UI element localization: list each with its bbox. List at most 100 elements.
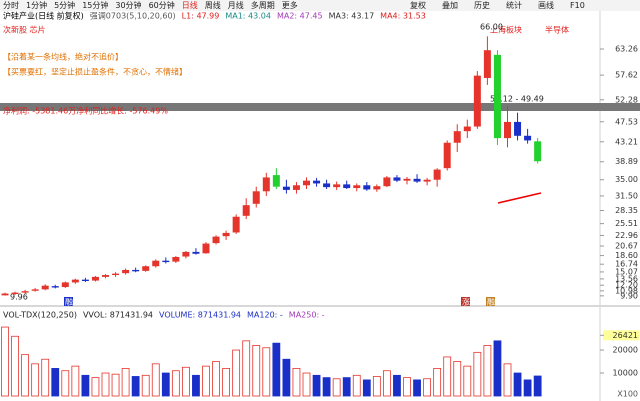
y-tick-label: 52.28 (615, 95, 638, 104)
candle-body (192, 251, 200, 254)
volume-bar (131, 376, 140, 397)
tab[interactable]: 30分钟 (115, 0, 141, 10)
y-tick-label: 47.53 (615, 117, 638, 126)
y-tick-label: 9.90 (620, 291, 638, 300)
y-tick-label: 25.51 (615, 219, 638, 228)
volume-bar (433, 368, 442, 397)
toolbar-button[interactable]: 画线 (538, 0, 554, 10)
low-label: 9.96 (10, 293, 28, 302)
tab[interactable]: 1分钟 (26, 0, 47, 10)
volume-bar (533, 375, 542, 397)
toolbar-button[interactable]: F10 (570, 1, 585, 10)
y-tick-label: 18.60 (615, 251, 638, 260)
candle-body (112, 273, 120, 276)
candle-body (423, 179, 431, 182)
tab[interactable]: 多周期 (251, 0, 275, 10)
candle-body (534, 141, 542, 162)
volume-bar (493, 340, 502, 397)
volume-bar (1, 326, 9, 397)
candle-body (71, 279, 79, 283)
y-tick-label: 26421 (613, 331, 638, 340)
candle-body (333, 184, 341, 188)
y-tick-label: 57.62 (615, 71, 638, 80)
volume-bar (232, 349, 241, 397)
y-tick-label: 43.21 (615, 137, 638, 146)
volume-bar (71, 365, 80, 397)
toolbar-button[interactable]: 历史 (474, 0, 490, 10)
candle-body (81, 279, 89, 282)
badge (64, 297, 73, 306)
volume-bar (282, 358, 291, 397)
volume-bar (312, 374, 321, 397)
volume-bar (503, 363, 512, 397)
y-tick-label: 63.26 (615, 45, 638, 54)
candle-body (142, 266, 150, 271)
candle-body (363, 185, 371, 190)
tab[interactable]: 15分钟 (82, 0, 108, 10)
y-tick-label: 12.20 (615, 281, 638, 290)
volume-bar (513, 372, 522, 397)
volume-bar (413, 379, 421, 397)
candle-body (343, 184, 351, 189)
profit-annotation: 净利润: -5381.46万净利同比增长: -576.49% (3, 106, 168, 116)
volume-bar (523, 379, 532, 397)
candle-body (21, 291, 29, 293)
unit-label: X100 (617, 390, 638, 399)
tab[interactable]: 5分钟 (54, 0, 75, 10)
tick-highlight (603, 330, 639, 341)
y-tick-label: 31.50 (615, 191, 638, 200)
volume-bar (222, 368, 231, 397)
candle-body (323, 183, 331, 188)
badge (461, 297, 470, 306)
candle-body (252, 191, 260, 204)
candle-body (172, 256, 180, 262)
toolbar-button[interactable]: 统计 (506, 0, 522, 10)
tab[interactable]: 周线 (205, 0, 221, 10)
header-item: MA2: 47.45 (277, 12, 323, 21)
candle-body (51, 286, 59, 288)
volume-bar (473, 351, 482, 397)
volume-bar (161, 372, 170, 397)
volume-bar (212, 361, 220, 397)
tab[interactable]: 日线 (182, 0, 198, 10)
y-tick-label: 10.98 (615, 286, 638, 295)
candle-body (91, 276, 99, 281)
candle-body (282, 186, 290, 190)
badge-text: 融 (487, 297, 495, 307)
badge-text: 融 (65, 297, 73, 307)
candle-body (61, 282, 69, 288)
volume-bar (31, 363, 40, 397)
volume-legend: VOLUME: 871431.94 (159, 311, 241, 320)
volume-legend: MA250: - (289, 311, 325, 320)
volume-bar (101, 372, 110, 397)
candle-body (493, 54, 501, 139)
tab[interactable]: 更多 (282, 0, 298, 10)
candle-body (132, 269, 140, 272)
volume-bar (483, 345, 492, 397)
tab[interactable]: 月线 (228, 0, 244, 10)
toolbar-button[interactable]: 复权 (410, 0, 426, 10)
volume-bar (382, 370, 391, 397)
volume-bar (91, 377, 100, 397)
tab[interactable]: 60分钟 (149, 0, 175, 10)
y-tick-label: 35.00 (615, 175, 638, 184)
volume-bar (403, 377, 411, 397)
volume-bar (141, 374, 150, 397)
toolbar-button[interactable]: 叠加 (442, 0, 458, 10)
volume-bar (121, 368, 130, 397)
y-tick-label: 20000 (613, 346, 638, 355)
candle-body (122, 269, 130, 274)
volume-bar (151, 363, 160, 397)
candle-body (31, 289, 39, 291)
volume-bar (332, 378, 341, 397)
price-band (0, 103, 640, 111)
volume-bar (61, 370, 70, 397)
candle-body (102, 275, 109, 277)
tab[interactable]: 分时 (3, 0, 19, 10)
band-label: 51.12 - 49.49 (490, 95, 544, 104)
volume-bar (21, 354, 30, 397)
high-label: 66.00 (480, 23, 503, 32)
candle-body (313, 180, 321, 184)
y-tick-label: 15.07 (615, 267, 638, 276)
